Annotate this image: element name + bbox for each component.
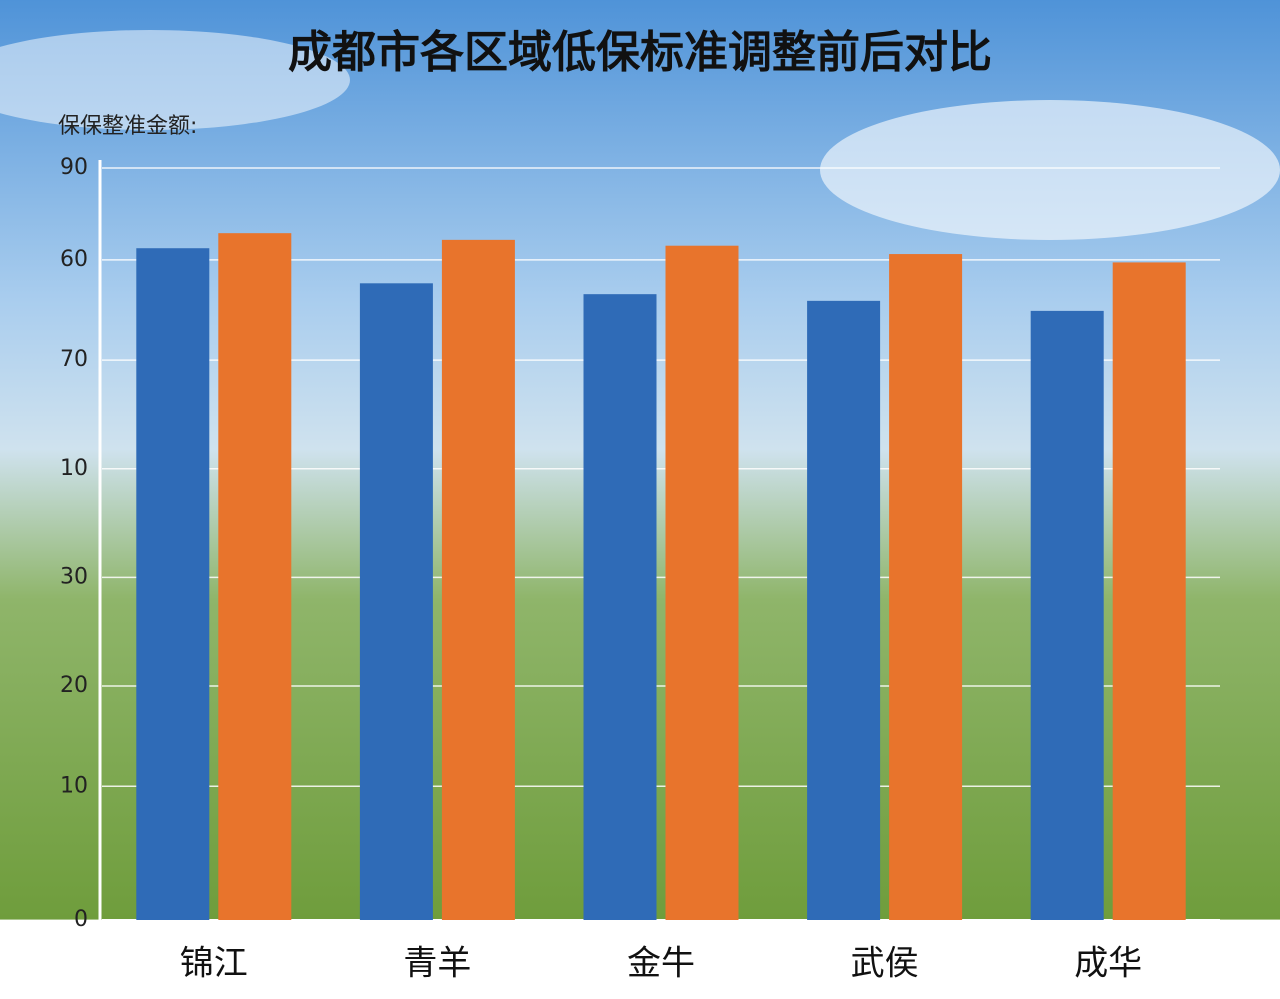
x-tick-label: 武侯	[851, 944, 919, 984]
bar	[136, 248, 210, 921]
bar	[1112, 262, 1186, 920]
x-tick-label: 青羊	[403, 944, 471, 984]
y-tick-label: 20	[60, 673, 88, 698]
bar	[807, 300, 881, 920]
y-tick-label: 10	[60, 456, 88, 481]
y-tick-label: 90	[60, 155, 88, 180]
x-tick-label: 金牛	[627, 944, 695, 984]
bar	[583, 294, 657, 920]
x-tick-label: 成华	[1074, 944, 1142, 984]
y-tick-label: 30	[60, 564, 88, 589]
y-tick-label: 10	[60, 773, 88, 798]
bar	[359, 283, 433, 921]
y-tick-label: 0	[74, 907, 88, 932]
cloud	[820, 100, 1280, 240]
x-tick-label: 锦江	[180, 944, 248, 984]
cloud	[0, 30, 350, 130]
chart-title: 成都市各区域低保标准调整前后对比	[288, 27, 992, 78]
bar	[441, 239, 515, 920]
bar	[889, 254, 963, 920]
y-tick-label: 60	[60, 247, 88, 272]
bar	[218, 233, 292, 920]
bar	[665, 245, 739, 920]
y-tick-label: 70	[60, 347, 88, 372]
bar	[1030, 310, 1104, 920]
y-axis-label: 保保整准金额:	[58, 114, 197, 139]
